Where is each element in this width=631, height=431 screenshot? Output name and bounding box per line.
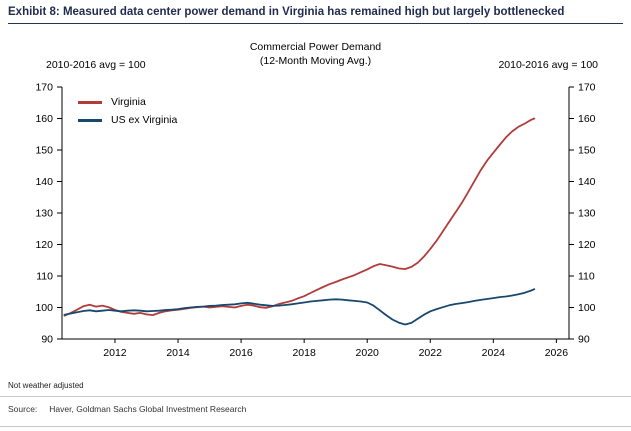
chart-legend: Virginia US ex Virginia (78, 95, 177, 131)
y-tick-label-right: 130 (578, 208, 596, 220)
legend-item-us-ex-virginia: US ex Virginia (78, 113, 177, 127)
exhibit-header: Exhibit 8: Measured data center power de… (8, 6, 623, 24)
source-label: Source: (8, 404, 38, 414)
y-tick-label-left: 150 (35, 145, 53, 157)
chart-title-line1: Commercial Power Demand (249, 41, 382, 53)
legend-label-virginia: Virginia (111, 96, 146, 108)
y-tick-label-left: 170 (35, 82, 53, 94)
x-tick-label: 2022 (419, 347, 443, 359)
source-line: Source: Haver, Goldman Sachs Global Inves… (8, 404, 246, 414)
x-tick-label: 2020 (356, 347, 380, 359)
legend-item-virginia: Virginia (78, 95, 177, 109)
x-tick-label: 2014 (166, 347, 190, 359)
y-tick-label-left: 100 (35, 302, 53, 314)
divider (0, 396, 631, 397)
x-tick-label: 2016 (229, 347, 253, 359)
chart-title-line2: (12-Month Moving Avg.) (259, 55, 372, 68)
y-tick-label-right: 110 (578, 271, 595, 283)
x-tick-label: 2026 (545, 347, 569, 359)
source-text: Haver, Goldman Sachs Global Investment R… (49, 404, 247, 414)
y-tick-label-right: 90 (578, 334, 590, 346)
y-tick-label-left: 90 (41, 334, 53, 346)
chart-title: Commercial Power Demand (12-Month Moving… (0, 40, 631, 68)
right-axis-unit-label: 2010-2016 avg = 100 (498, 59, 598, 71)
y-tick-label-right: 150 (578, 145, 596, 157)
x-tick-label: 2012 (103, 347, 127, 359)
us-ex-virginia-line-swatch (78, 118, 102, 122)
divider (0, 426, 631, 427)
virginia-line-swatch (78, 100, 102, 104)
y-tick-label-left: 130 (35, 208, 53, 220)
exhibit-title: Exhibit 8: Measured data center power de… (8, 6, 565, 18)
legend-label-us-ex-virginia: US ex Virginia (111, 114, 178, 126)
y-tick-label-right: 120 (578, 239, 596, 251)
y-tick-label-right: 140 (578, 176, 596, 188)
y-tick-label-left: 110 (36, 271, 53, 283)
series-line-virginia (63, 117, 536, 317)
y-tick-label-left: 160 (35, 113, 53, 125)
y-tick-label-left: 120 (35, 239, 53, 251)
y-tick-label-right: 100 (578, 302, 596, 314)
y-tick-label-right: 160 (578, 113, 596, 125)
x-tick-label: 2018 (292, 347, 316, 359)
footnote: Not weather adjusted (8, 381, 84, 390)
y-tick-label-right: 170 (578, 82, 596, 94)
left-axis-unit-label: 2010-2016 avg = 100 (46, 59, 146, 71)
series-line-us-ex-virginia (63, 288, 536, 326)
y-tick-label-left: 140 (35, 176, 53, 188)
line-chart: 90 90 100 100 110 110 120 120 130 130 140 140 150 150… (35, 82, 596, 360)
x-tick-label: 2024 (482, 347, 506, 359)
